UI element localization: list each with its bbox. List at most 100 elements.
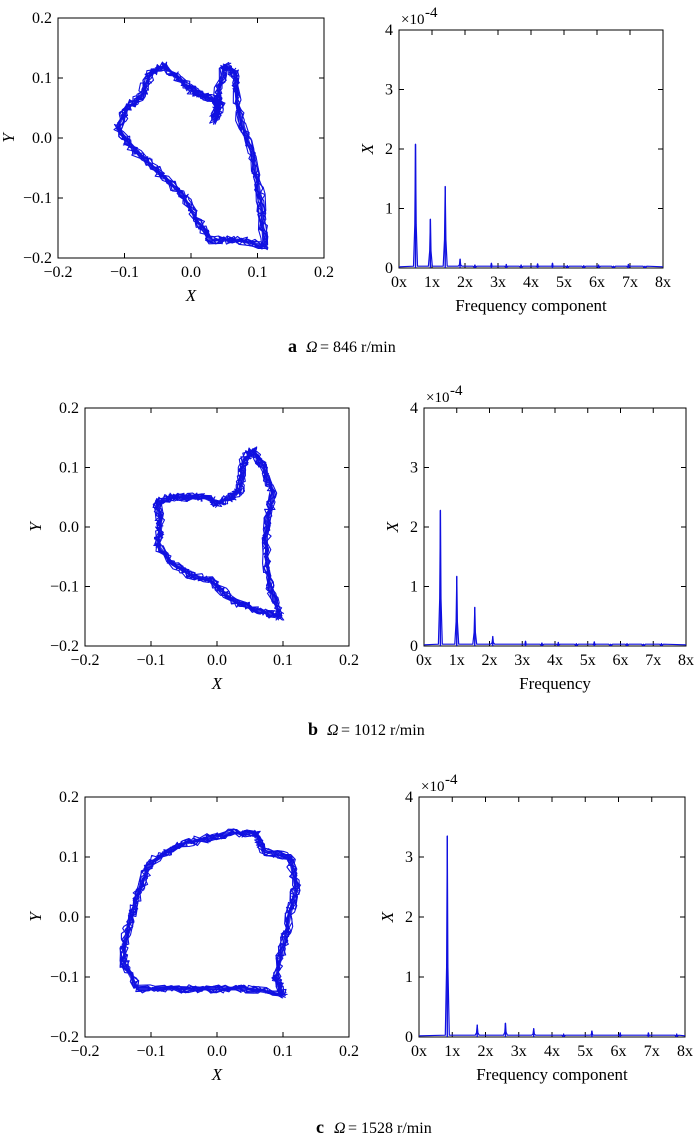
x-axis-label: X (211, 674, 223, 693)
spectrum-line (423, 509, 687, 646)
plots-layer: −0.2 −0.1 0.0 0.1 0.2 −0.2 −0.1 0.0 0.1 0.2 X Y 0x 1x… (0, 5, 694, 1084)
plot-frame (423, 407, 687, 647)
y-tick-label: −0.2 (23, 250, 52, 267)
y-tick-label: −0.2 (50, 1029, 79, 1046)
y-tick-label: −0.1 (50, 579, 79, 596)
caption-c-letter: c (316, 1117, 324, 1137)
x-tick-label: −0.1 (136, 652, 165, 669)
caption-c-omega: Ω (334, 1120, 346, 1137)
y-tick-label: 0.1 (32, 70, 52, 87)
y-axis-label: Y (0, 132, 18, 143)
x-tick-label: 5x (580, 652, 596, 669)
x-tick-label: 0.2 (339, 1043, 359, 1060)
plot-frame (418, 796, 686, 1038)
y-axis-label: X (358, 143, 377, 155)
x-tick-label: 0.0 (207, 652, 227, 669)
y-tick-label: −0.1 (50, 969, 79, 986)
b-spectrum-plot: 0x 1x 2x 3x 4x 5x 6x 7x 8x 0 1 2 3 4 Frequency X ×10 -4 (383, 383, 694, 693)
x-tick-label: −0.2 (70, 652, 99, 669)
x-tick-label: 6x (613, 652, 629, 669)
plot-frame (57, 17, 325, 259)
x-tick-label: 3x (514, 652, 530, 669)
x-tick-label: 0x (411, 1043, 427, 1060)
x-tick-label: 6x (589, 274, 605, 291)
y-tick-label: 4 (385, 22, 393, 39)
orbit-trace (119, 828, 298, 998)
scale-factor-label: ×10 (426, 390, 449, 406)
x-tick-label: 5x (577, 1043, 593, 1060)
x-tick-label: 0x (391, 274, 407, 291)
scale-factor-exponent: -4 (445, 772, 458, 788)
x-tick-label: 3x (511, 1043, 527, 1060)
x-axis-label: Frequency (519, 674, 591, 693)
scale-factor-exponent: -4 (450, 383, 463, 399)
x-tick-label: 0.2 (314, 264, 334, 281)
orbit-trace (153, 447, 283, 619)
caption-b-text: = 1012 r/min (341, 722, 425, 739)
caption-a-letter: a (288, 336, 297, 356)
y-tick-label: 3 (405, 849, 413, 866)
caption-c-text: = 1528 r/min (348, 1120, 432, 1137)
scale-factor-label: ×10 (401, 12, 424, 28)
y-tick-label: 0.1 (59, 849, 79, 866)
caption-c: c Ω = 1528 r/min (316, 1117, 432, 1137)
y-tick-label: 4 (405, 789, 413, 806)
x-tick-label: −0.1 (136, 1043, 165, 1060)
x-tick-label: 1x (444, 1043, 460, 1060)
x-tick-label: 0.0 (181, 264, 201, 281)
y-tick-label: 1 (385, 201, 393, 218)
y-tick-label: −0.1 (23, 190, 52, 207)
y-tick-label: 0.0 (59, 909, 79, 926)
orbit-trace (116, 64, 266, 248)
x-tick-label: 2x (478, 1043, 494, 1060)
x-tick-label: 1x (424, 274, 440, 291)
plot-frame (84, 407, 350, 647)
c-spectrum-plot: 0x 1x 2x 3x 4x 5x 6x 7x 8x 0 1 2 3 4 Frequency compone… (378, 772, 693, 1084)
caption-a-omega: Ω (306, 339, 318, 356)
scale-factor-exponent: -4 (425, 5, 438, 21)
x-axis-label: Frequency component (455, 296, 607, 315)
x-axis-label: X (185, 286, 197, 305)
orbit-trace (113, 61, 269, 250)
orbit-trace (120, 829, 298, 997)
caption-b: b Ω = 1012 r/min (308, 719, 425, 739)
x-tick-label: 3x (490, 274, 506, 291)
c-orbit-plot: −0.2 −0.1 0.0 0.1 0.2 −0.2 −0.1 0.0 0.1 0.2 X Y (26, 789, 359, 1084)
y-axis-label: X (383, 521, 402, 533)
y-tick-label: 1 (405, 969, 413, 986)
x-tick-label: 8x (678, 652, 694, 669)
x-tick-label: 2x (457, 274, 473, 291)
y-tick-label: 4 (410, 400, 418, 417)
orbit-trace (156, 448, 282, 618)
x-tick-label: 7x (645, 652, 661, 669)
y-axis-label: X (378, 911, 397, 923)
x-axis-label: X (211, 1065, 223, 1084)
y-tick-label: 0.0 (59, 519, 79, 536)
caption-b-letter: b (308, 719, 318, 739)
y-tick-label: 0 (405, 1029, 413, 1046)
y-tick-label: 0.2 (32, 10, 52, 27)
x-tick-label: 5x (556, 274, 572, 291)
x-tick-label: 4x (523, 274, 539, 291)
x-tick-label: 4x (544, 1043, 560, 1060)
y-tick-label: 0.1 (59, 460, 79, 477)
y-tick-label: 0.0 (32, 130, 52, 147)
y-tick-label: 0 (410, 638, 418, 655)
y-tick-label: 0.2 (59, 789, 79, 806)
y-tick-label: 3 (410, 460, 418, 477)
y-tick-label: 2 (410, 519, 418, 536)
x-axis-label: Frequency component (476, 1065, 628, 1084)
x-tick-label: 4x (547, 652, 563, 669)
x-tick-label: 7x (622, 274, 638, 291)
orbit-trace (154, 449, 281, 621)
x-tick-label: 6x (611, 1043, 627, 1060)
scale-factor-label: ×10 (421, 779, 444, 795)
x-tick-label: 0.1 (248, 264, 268, 281)
y-tick-label: 0.2 (59, 400, 79, 417)
x-tick-label: 2x (482, 652, 498, 669)
x-tick-label: −0.1 (110, 264, 139, 281)
x-tick-label: 0.0 (207, 1043, 227, 1060)
plot-frame (398, 29, 664, 269)
orbit-trace (153, 448, 280, 621)
